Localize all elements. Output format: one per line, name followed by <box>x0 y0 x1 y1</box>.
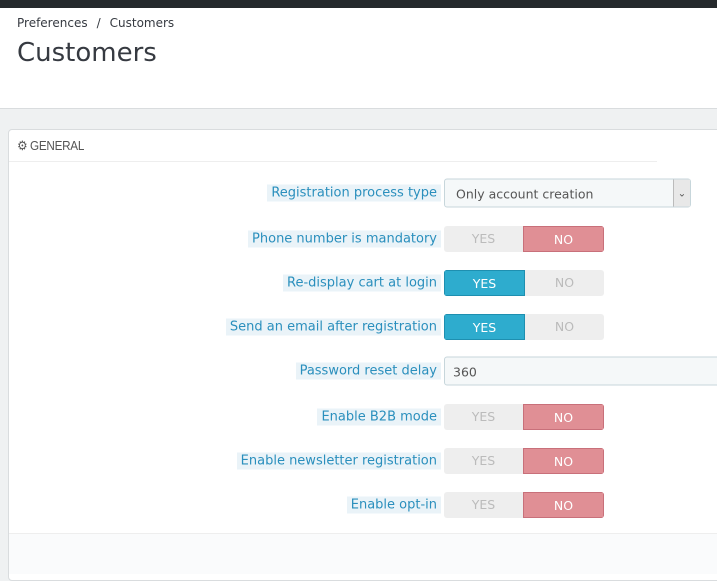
toggle-no[interactable]: NO <box>523 448 604 474</box>
field-label: Enable B2B mode <box>317 408 441 426</box>
registration-type-select[interactable]: Only account creation ⌄ <box>444 178 691 208</box>
yes-no-toggle[interactable]: YES NO <box>444 404 604 430</box>
form-row: Phone number is mandatory YES NO <box>9 224 717 254</box>
form-row: Enable B2B mode YES NO <box>9 402 717 432</box>
field-label: Enable newsletter registration <box>236 452 441 470</box>
select-value: Only account creation <box>456 186 594 202</box>
field-label: Enable opt-in <box>346 496 441 514</box>
breadcrumb: Preferences / Customers <box>17 16 174 30</box>
yes-no-toggle[interactable]: YES NO <box>444 314 604 340</box>
top-bar <box>0 0 717 8</box>
yes-no-toggle[interactable]: YES NO <box>444 226 604 252</box>
yes-no-toggle[interactable]: YES NO <box>444 270 604 296</box>
panel-heading: ⚙ GENERAL <box>9 130 657 162</box>
toggle-yes[interactable]: YES <box>444 448 523 474</box>
cogs-icon: ⚙ <box>17 137 28 153</box>
breadcrumb-separator: / <box>96 16 101 30</box>
toggle-no[interactable]: NO <box>525 314 604 340</box>
form-row: Registration process type Only account cr… <box>9 178 717 208</box>
field-label: Re-display cart at login <box>283 274 441 292</box>
page-title: Customers <box>17 38 157 68</box>
field-label: Phone number is mandatory <box>248 230 441 248</box>
toggle-no[interactable]: NO <box>525 270 604 296</box>
panel-footer <box>9 533 717 574</box>
toggle-no[interactable]: NO <box>523 492 604 518</box>
field-label: Send an email after registration <box>225 318 441 336</box>
form-row: Password reset delay 360 <box>9 356 717 386</box>
field-label: Registration process type <box>267 184 441 202</box>
general-panel: ⚙ GENERAL Registration process type Only a… <box>8 129 717 581</box>
breadcrumb-customers: Customers <box>109 16 175 30</box>
field-label: Password reset delay <box>295 362 441 380</box>
toggle-yes[interactable]: YES <box>444 226 523 252</box>
yes-no-toggle[interactable]: YES NO <box>444 448 604 474</box>
yes-no-toggle[interactable]: YES NO <box>444 492 604 518</box>
password-reset-delay-input[interactable]: 360 <box>444 356 717 386</box>
toggle-yes[interactable]: YES <box>444 270 525 296</box>
breadcrumb-preferences[interactable]: Preferences <box>17 16 88 30</box>
page-header: Preferences / Customers Customers <box>0 8 717 109</box>
toggle-no[interactable]: NO <box>523 404 604 430</box>
toggle-yes[interactable]: YES <box>444 404 523 430</box>
form-row: Enable opt-in YES NO <box>9 490 717 520</box>
form-row: Enable newsletter registration YES NO <box>9 446 717 476</box>
chevron-down-icon[interactable]: ⌄ <box>673 179 690 207</box>
form-row: Send an email after registration YES NO <box>9 312 717 342</box>
toggle-yes[interactable]: YES <box>444 492 523 518</box>
panel-title: GENERAL <box>30 138 85 153</box>
form-row: Re-display cart at login YES NO <box>9 268 717 298</box>
toggle-no[interactable]: NO <box>523 226 604 252</box>
toggle-yes[interactable]: YES <box>444 314 525 340</box>
